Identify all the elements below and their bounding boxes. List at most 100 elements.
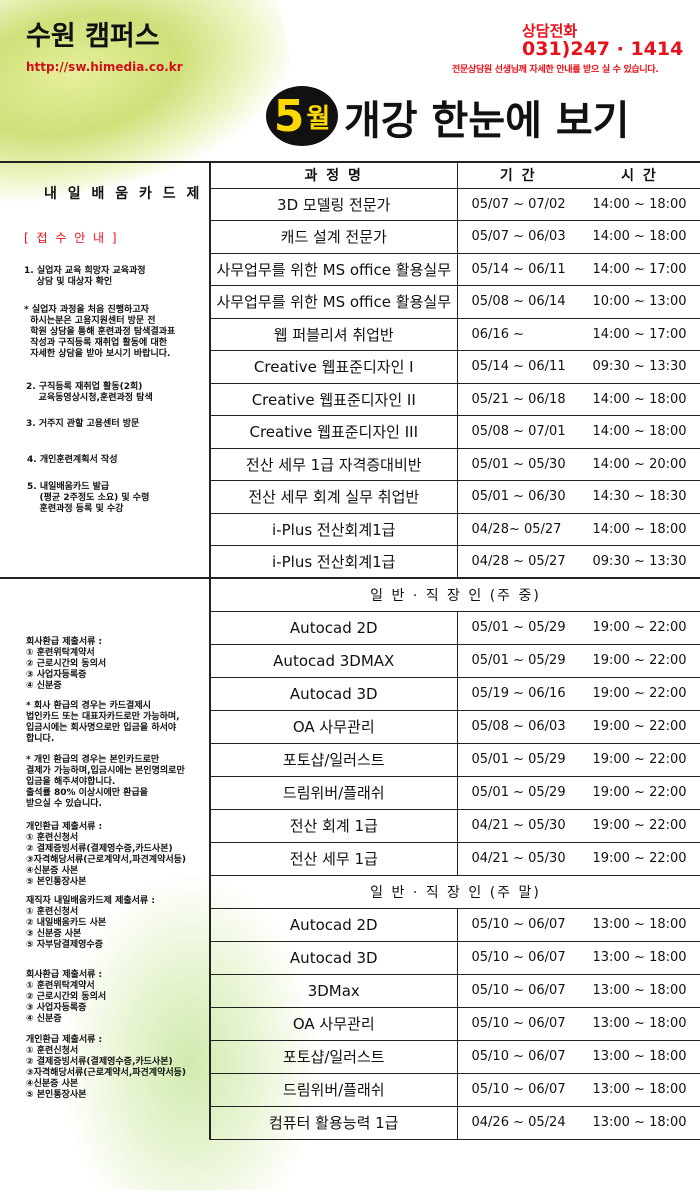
badge-month: 월 — [306, 97, 331, 135]
course-name: i-Plus 전산회계1급 — [211, 545, 458, 579]
table-row: 전산 세무 회계 실무 취업반 05/01 ~ 06/30 14:30 ~ 18:3… — [211, 480, 700, 514]
step: 4. 개인훈련계획서 작성 — [27, 455, 118, 465]
course-period: 05/10 ~ 06/07 — [457, 1073, 579, 1107]
step: * 실업자 과정을 처음 진행하고자 하시는분은 고용지원센터 방문 전 학원 … — [24, 305, 176, 359]
schedule-table: 과 정 명 기 간 시 간 3D 모델링 전문가 05/07 ~ 07/02 14:… — [211, 162, 700, 1140]
section-header: 일 반 · 직 장 인 (주 말) — [211, 875, 700, 909]
course-period: 05/08 ~ 06/14 — [457, 285, 579, 319]
table-row: 드림위버/플래쉬 05/01 ~ 05/29 19:00 ~ 22:00 — [211, 776, 700, 810]
course-time: 09:30 ~ 13:30 — [579, 545, 700, 579]
brand-title: 수원 캠퍼스 — [26, 21, 160, 52]
table-row: 컴퓨터 활용능력 1급 04/26 ~ 05/24 13:00 ~ 18:00 — [211, 1106, 700, 1140]
course-name: 3DMax — [211, 974, 458, 1008]
course-time: 13:00 ~ 18:00 — [579, 974, 700, 1008]
course-time: 14:00 ~ 18:00 — [579, 220, 700, 254]
course-period: 04/21 ~ 05/30 — [457, 842, 579, 876]
table-row: Creative 웹표준디자인 I 05/14 ~ 06/11 09:30 ~ 13… — [211, 350, 700, 384]
step-text: * 실업자 과정을 처음 진행하고자 하시는분은 고용지원센터 방문 전 학원 … — [24, 305, 233, 360]
course-name: i-Plus 전산회계1급 — [211, 513, 458, 546]
course-name: Autocad 2D — [211, 611, 458, 645]
course-period: 04/28~ 05/27 — [457, 513, 579, 546]
docs-text: 재직자 내일배움카드제 제출서류 : ① 훈련신청서 ② 내일배움카드 사본 ③… — [26, 896, 155, 950]
table-row: 포토샵/일러스트 05/10 ~ 06/07 13:00 ~ 18:00 — [211, 1040, 700, 1074]
docs-text: * 개인 환급의 경우는 본인카드로만 결제가 가능하며,입금시에는 본인명의로… — [26, 755, 185, 809]
table-row: 전산 세무 1급 04/21 ~ 05/30 19:00 ~ 22:00 — [211, 842, 700, 876]
course-name: 전산 세무 1급 — [211, 842, 458, 876]
table-row: 사무업무를 위한 MS office 활용실무 05/08 ~ 06/14 10:0… — [211, 285, 700, 319]
table-row: 3DMax 05/10 ~ 06/07 13:00 ~ 18:00 — [211, 974, 700, 1008]
course-period: 04/21 ~ 05/30 — [457, 809, 579, 843]
docs-text: 회사환급 제출서류 : ① 훈련위탁계약서 ② 근로시간외 동의서 ③ 사업자등… — [26, 970, 107, 1024]
course-period: 05/01 ~ 05/29 — [457, 776, 579, 810]
step-text: 3. 거주지 관할 고용센터 방문 — [26, 419, 235, 430]
course-name: Creative 웹표준디자인 II — [211, 383, 458, 416]
course-time: 09:30 ~ 13:30 — [579, 350, 700, 384]
course-name: Autocad 3D — [211, 677, 458, 711]
step-text: 1. 실업자 교육 희망자 교육과정 상담 및 대상자 확인 — [24, 266, 233, 288]
course-time: 19:00 ~ 22:00 — [579, 809, 700, 843]
course-period: 05/10 ~ 06/07 — [457, 1007, 579, 1041]
course-time: 19:00 ~ 22:00 — [579, 644, 700, 678]
card-title: 내 일 배 움 카 드 제 — [44, 186, 203, 202]
course-period: 05/14 ~ 06/11 — [457, 350, 579, 384]
course-name: 드림위버/플래쉬 — [211, 1073, 458, 1107]
course-name: 포토샵/일러스트 — [211, 743, 458, 777]
badge-number: 5 — [273, 90, 305, 142]
table-row: Creative 웹표준디자인 III 05/08 ~ 07/01 14:00 ~ … — [211, 415, 700, 449]
course-name: 웹 퍼블리셔 취업반 — [211, 318, 458, 351]
step: 1. 실업자 교육 희망자 교육과정 상담 및 대상자 확인 — [24, 266, 146, 287]
course-time: 19:00 ~ 22:00 — [579, 743, 700, 777]
table-row: 전산 세무 1급 자격증대비반 05/01 ~ 05/30 14:00 ~ 20:0… — [211, 448, 700, 481]
table-row: 캐드 설계 전문가 05/07 ~ 06/03 14:00 ~ 18:00 — [211, 220, 700, 254]
course-period: 06/16 ~ — [457, 318, 579, 351]
course-name: 전산 회계 1급 — [211, 809, 458, 843]
page-title: 개강 한눈에 보기 — [344, 98, 630, 144]
course-period: 05/07 ~ 07/02 — [457, 188, 579, 221]
course-period: 04/26 ~ 05/24 — [457, 1106, 579, 1140]
course-time: 14:00 ~ 18:00 — [579, 188, 700, 221]
table-row: 드림위버/플래쉬 05/10 ~ 06/07 13:00 ~ 18:00 — [211, 1073, 700, 1107]
phone-note: 전문상담원 선생님께 자세한 안내를 받으 실 수 있습니다. — [452, 65, 659, 75]
course-name: 전산 세무 1급 자격증대비반 — [211, 448, 458, 481]
docs-text: 회사환급 제출서류 : ① 훈련위탁계약서 ② 근로시간외 동의서 ③ 사업자등… — [26, 637, 107, 691]
course-name: Creative 웹표준디자인 I — [211, 350, 458, 384]
course-period: 05/01 ~ 05/30 — [457, 448, 579, 481]
course-time: 19:00 ~ 22:00 — [579, 611, 700, 645]
course-period: 05/01 ~ 06/30 — [457, 480, 579, 514]
table-row: OA 사무관리 05/08 ~ 06/03 19:00 ~ 22:00 — [211, 710, 700, 744]
website-link[interactable]: http://sw.himedia.co.kr — [26, 60, 183, 74]
step: 5. 내일배움카드 발급 (평균 2주정도 소요) 및 수령 훈련과정 등록 및… — [27, 482, 150, 514]
docs-text: 개인환급 제출서류 : ① 훈련신청서 ② 결제증빙서류(결제영수증,카드사본)… — [26, 822, 187, 887]
table-row: i-Plus 전산회계1급 04/28~ 05/27 14:00 ~ 18:00 — [211, 513, 700, 546]
course-name: OA 사무관리 — [211, 710, 458, 744]
course-time: 14:00 ~ 20:00 — [579, 448, 700, 481]
table-row: 전산 회계 1급 04/21 ~ 05/30 19:00 ~ 22:00 — [211, 809, 700, 843]
course-time: 13:00 ~ 18:00 — [579, 1007, 700, 1041]
course-name: 사무업무를 위한 MS office 활용실무 — [211, 285, 458, 319]
course-name: 전산 세무 회계 실무 취업반 — [211, 480, 458, 514]
table-row: OA 사무관리 05/10 ~ 06/07 13:00 ~ 18:00 — [211, 1007, 700, 1041]
table-row: Autocad 2D 05/01 ~ 05/29 19:00 ~ 22:00 — [211, 611, 700, 645]
course-name: Autocad 3DMAX — [211, 644, 458, 678]
course-name: 3D 모델링 전문가 — [211, 188, 458, 221]
step: 3. 거주지 관할 고용센터 방문 — [26, 419, 140, 429]
table-row: Autocad 2D 05/10 ~ 06/07 13:00 ~ 18:00 — [211, 908, 700, 942]
course-time: 14:00 ~ 17:00 — [579, 318, 700, 351]
course-time: 13:00 ~ 18:00 — [579, 1040, 700, 1074]
phone-label: 상담전화 — [522, 22, 578, 40]
course-period: 05/10 ~ 06/07 — [457, 974, 579, 1008]
course-name: 캐드 설계 전문가 — [211, 220, 458, 254]
course-period: 05/14 ~ 06/11 — [457, 253, 579, 286]
course-time: 14:00 ~ 18:00 — [579, 383, 700, 416]
table-row: 웹 퍼블리셔 취업반 06/16 ~14:00 ~ 17:00 — [211, 318, 700, 351]
course-time: 14:00 ~ 18:00 — [579, 415, 700, 449]
docs-text: * 회사 환급의 경우는 카드결제시 법인카드 또는 대표자카드로만 가능하며,… — [26, 701, 180, 744]
course-name: Autocad 3D — [211, 941, 458, 975]
table-row: Autocad 3D 05/10 ~ 06/07 13:00 ~ 18:00 — [211, 941, 700, 975]
section-header: 일 반 · 직 장 인 (주 중) — [211, 578, 700, 612]
notice-heading: [ 접 수 안 내 ] — [24, 231, 119, 245]
course-time: 13:00 ~ 18:00 — [579, 908, 700, 942]
table-row: i-Plus 전산회계1급 04/28 ~ 05/27 09:30 ~ 13:30 — [211, 545, 700, 579]
course-name: 사무업무를 위한 MS office 활용실무 — [211, 253, 458, 286]
